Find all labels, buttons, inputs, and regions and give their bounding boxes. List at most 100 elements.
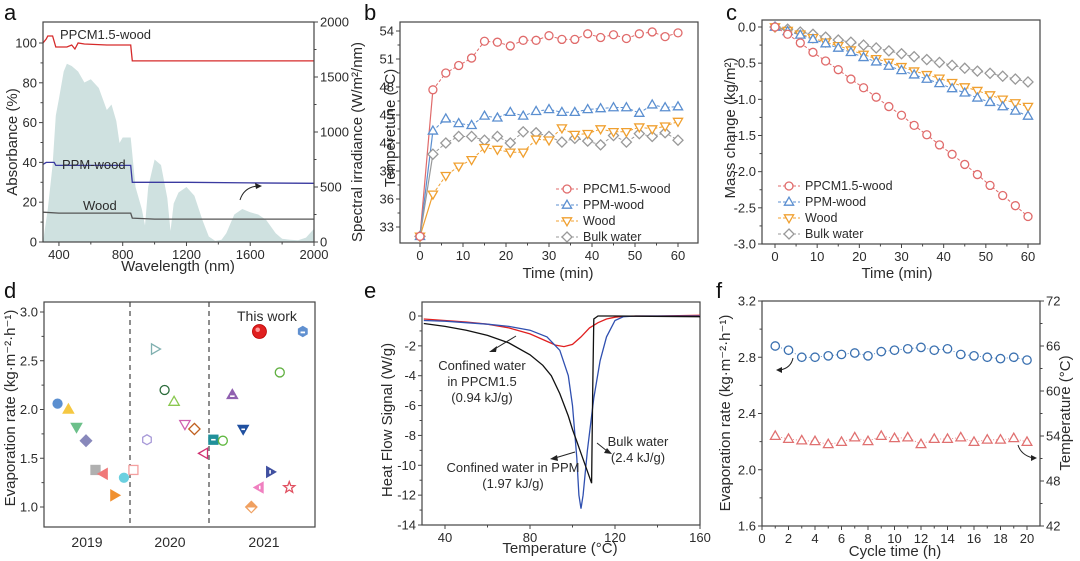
literature-point [118, 472, 130, 483]
data-point-evaporation-rate [770, 341, 781, 351]
legend-marker-wood [783, 214, 795, 225]
data-point-ppm-wood [646, 98, 658, 109]
data-point-temperature [994, 433, 1007, 444]
data-point-bulk-water [870, 42, 883, 54]
y-tick-label: -6 [404, 398, 416, 413]
data-point-bulk-water [465, 130, 478, 143]
x-tick-label: 20 [499, 248, 513, 263]
y-axis-label-a: Absorbance (%) [4, 88, 21, 196]
label-wood: Wood [83, 198, 117, 213]
data-point-evaporation-rate [1022, 355, 1032, 365]
y-tick-label: 1.6 [738, 519, 756, 534]
y-tick-label: -2 [404, 338, 416, 353]
data-point-ppm-wood [857, 51, 870, 62]
this-work-label: This work [237, 308, 298, 324]
data-point-ppcm1-5-wood [621, 33, 632, 44]
panel-letter-f: f [716, 278, 723, 303]
legend-marker-bulk-water [561, 231, 573, 243]
data-point-bulk-water [895, 47, 908, 60]
data-point-ppm-wood [440, 112, 452, 123]
x-tick-label: 40 [936, 249, 950, 264]
y-tick-label: -10 [397, 458, 416, 473]
x-tick-label: 50 [628, 248, 642, 263]
data-point-ppcm1-5-wood [531, 35, 541, 45]
data-point-bulk-water [646, 130, 659, 143]
x-tick-label: 20 [852, 249, 866, 264]
panel-letter-a: a [4, 0, 17, 25]
data-point-ppm-wood [594, 102, 607, 113]
data-point-wood [517, 148, 529, 159]
literature-point-highlight [269, 470, 271, 474]
y-tick-label: -12 [397, 488, 416, 503]
y-tick-label: 1.0 [20, 500, 38, 515]
y-tick-label: 54 [380, 24, 394, 39]
y-tick-label: 66 [1046, 339, 1060, 354]
data-point-ppm-wood [491, 111, 504, 122]
data-point-wood [1009, 99, 1022, 110]
data-point-temperature [848, 431, 861, 442]
y-tick-label: 48 [380, 80, 394, 95]
data-point-ppcm1-5-wood [660, 31, 670, 42]
x-tick-label: 0 [758, 531, 765, 546]
data-point-ppm-wood [581, 103, 594, 114]
x-tick-label: 16 [967, 531, 981, 546]
y-tick-label: 0 [30, 235, 37, 250]
data-point-temperature [954, 431, 967, 442]
annotation-arrow [554, 451, 576, 459]
x-tick-label: 4 [811, 531, 818, 546]
data-point-ppcm1-5-wood [972, 169, 983, 180]
data-point-bulk-water [933, 56, 946, 69]
annotation-ppcm-line2: in PPCM1.5 [447, 374, 516, 389]
data-point-wood [478, 143, 491, 154]
y-tick-label: 42 [380, 136, 394, 151]
y-tick-label: 1.5 [20, 451, 38, 466]
this-work-point-highlight [255, 327, 260, 332]
data-point-ppcm1-5-wood [479, 36, 490, 46]
data-point-bulk-water [996, 70, 1009, 83]
data-point-wood [633, 123, 646, 134]
annotation-arrow-head [604, 448, 612, 454]
data-point-temperature [835, 435, 848, 447]
annotation-ppcm-line3: (0.94 kJ/g) [451, 390, 512, 405]
y-tick-label: 2.8 [738, 350, 756, 365]
literature-point [266, 465, 277, 479]
literature-point [90, 464, 101, 476]
data-point-ppcm1-5-wood [795, 38, 805, 48]
data-point-wood [620, 127, 633, 138]
x-tick-label: 50 [979, 249, 993, 264]
data-point-wood [646, 125, 658, 136]
data-point-ppm-wood [659, 101, 671, 112]
data-point-ppm-wood [607, 101, 620, 112]
x-tick-label: 10 [810, 249, 824, 264]
data-point-temperature [915, 437, 927, 449]
year-label-2020: 2020 [154, 534, 185, 550]
literature-point-highlight [300, 331, 306, 334]
data-point-ppcm1-5-wood [647, 27, 657, 37]
data-point-bulk-water [908, 50, 921, 63]
data-point-ppcm1-5-wood [608, 30, 619, 40]
data-point-temperature [795, 434, 808, 445]
data-point-ppm-wood [452, 117, 465, 128]
arrow-head [1031, 455, 1037, 461]
literature-point [252, 481, 264, 494]
legend-label-bulk-water: Bulk water [805, 227, 863, 241]
literature-point-highlight [247, 507, 256, 512]
y-tick-label: 45 [380, 108, 394, 123]
data-point-ppcm1-5-wood [985, 180, 995, 191]
data-point-evaporation-rate [942, 343, 953, 354]
series-rise-ppm-wood [419, 130, 434, 237]
y-tick-label: 0.0 [738, 20, 756, 35]
panel-letter-e: e [364, 278, 376, 303]
x-axis-label-b: Time (min) [522, 265, 593, 282]
series-rise-wood [419, 194, 434, 237]
arrow-head [255, 183, 262, 189]
y-tick-label: 60 [23, 115, 37, 130]
y-tick-label: -0.5 [734, 56, 756, 71]
x-tick-label: 80 [523, 530, 537, 545]
arrow-to-right-axis [239, 185, 259, 201]
data-point-ppm-wood [933, 77, 946, 88]
data-point-ppcm1-5-wood [570, 34, 580, 45]
literature-point [150, 342, 162, 356]
literature-point [187, 422, 201, 436]
data-point-ppm-wood [845, 46, 857, 57]
